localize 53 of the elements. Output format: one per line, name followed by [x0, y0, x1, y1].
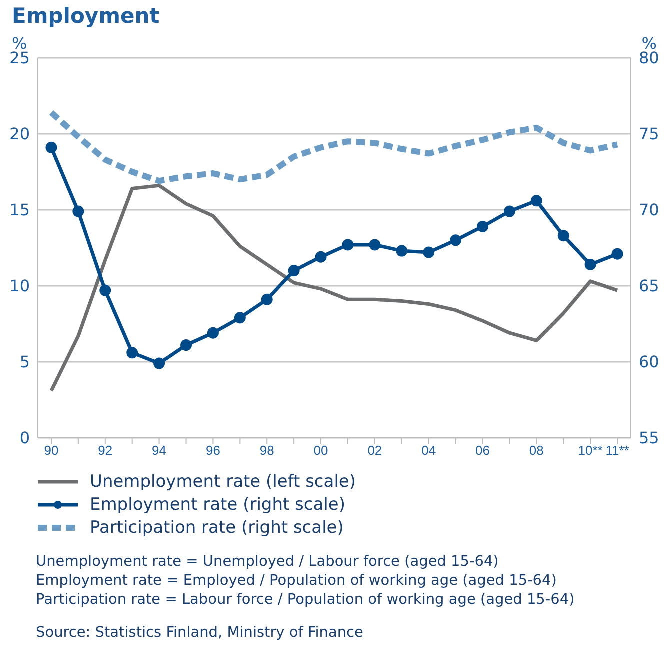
- point: [126, 347, 138, 359]
- y2-tick-label: 55: [639, 428, 660, 448]
- y2-tick-label: 75: [639, 124, 660, 144]
- x-tick-label: 90: [44, 443, 59, 458]
- text: Employment rate = Employed / Population of working age (aged 15-64): [36, 572, 558, 591]
- source-note: Source: Statistics Finland, Ministry of Finance: [36, 624, 364, 643]
- legend-label: Unemployment rate (left scale): [90, 472, 356, 492]
- point: [234, 312, 246, 324]
- x-tick-label: 96: [206, 443, 220, 458]
- x-tick-label: 92: [98, 443, 113, 458]
- y-tick-label: 15: [10, 200, 30, 220]
- x-tick-label: 11**: [606, 443, 630, 458]
- x-tick-label: 10**: [578, 443, 603, 458]
- point: [477, 220, 488, 232]
- point: [207, 327, 219, 339]
- x-tick-label: 98: [260, 443, 274, 458]
- legend-label: Employment rate (right scale): [90, 494, 346, 514]
- point: [423, 246, 435, 258]
- y-tick-label: 20: [10, 124, 30, 144]
- text: Unemployment rate = Unemployed / Labour force (aged 15-64): [36, 553, 500, 572]
- point: [100, 284, 112, 296]
- text: Participation rate = Labour force / Population of working age (aged 15-64): [36, 591, 576, 610]
- point: [261, 294, 273, 306]
- y-tick-label: 10: [10, 276, 30, 296]
- point: [530, 195, 542, 207]
- chart-title: Employment: [12, 4, 160, 28]
- x-tick-label: 04: [422, 443, 436, 458]
- x-tick-label: 08: [529, 443, 544, 458]
- x-tick-label: 94: [152, 443, 167, 458]
- point: [315, 251, 327, 263]
- point: [396, 245, 408, 257]
- y-tick-label: 0: [20, 428, 30, 448]
- point: [369, 239, 381, 251]
- point: [46, 142, 58, 154]
- x-tick-label: 06: [476, 443, 490, 458]
- y2-tick-label: 60: [639, 352, 660, 372]
- point: [612, 248, 624, 260]
- legend-label: Participation rate (right scale): [90, 518, 344, 538]
- x-tick-label: 00: [314, 443, 328, 458]
- y2-tick-label: 70: [639, 200, 660, 220]
- point: [288, 265, 300, 277]
- point: [154, 358, 166, 370]
- point: [180, 340, 192, 352]
- y-tick-label: 5: [20, 352, 30, 372]
- y2-tick-label: 65: [639, 276, 660, 296]
- x-tick-label: 02: [368, 443, 382, 458]
- line-series: [50, 184, 620, 393]
- point: [450, 234, 462, 246]
- point: [584, 258, 596, 270]
- point: [504, 206, 516, 218]
- point: [558, 230, 570, 242]
- point: [72, 206, 84, 218]
- point: [342, 239, 354, 251]
